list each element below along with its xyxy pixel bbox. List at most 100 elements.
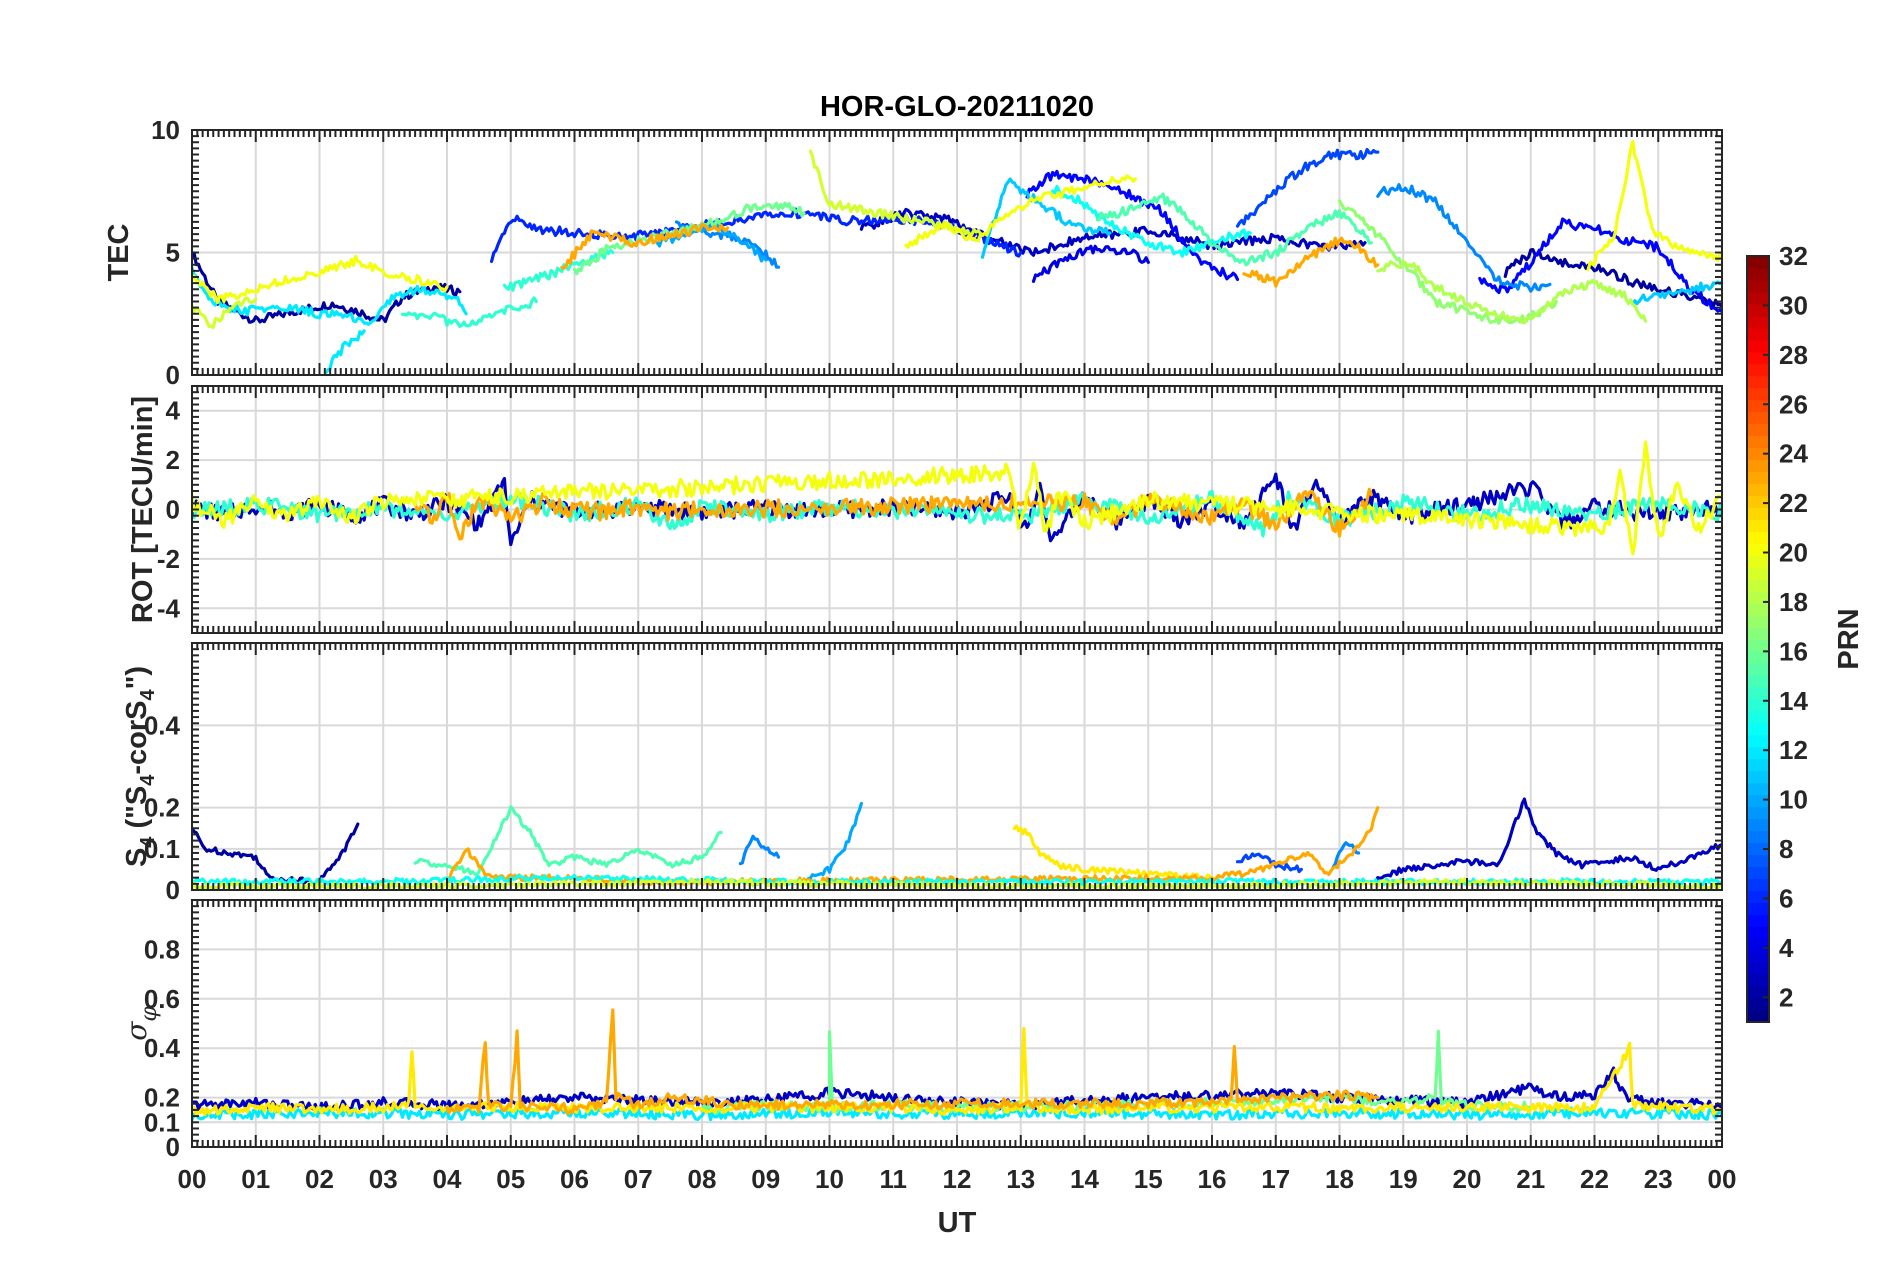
colorbar-swatch	[1747, 531, 1769, 544]
x-tick-label: 22	[1580, 1164, 1609, 1194]
x-tick-label: 21	[1516, 1164, 1545, 1194]
x-tick-label: 09	[751, 1164, 780, 1194]
colorbar-swatch	[1747, 256, 1769, 269]
colorbar-swatch	[1747, 615, 1769, 628]
x-tick-label: 14	[1070, 1164, 1099, 1194]
sigma-y-tick-label: 0.8	[144, 934, 180, 964]
s4-series-prn-3	[1369, 797, 1722, 885]
chart-title: HOR-GLO-20211020	[820, 91, 1094, 123]
s4-panel: 0 0.1 0.2 0.4S4 ("S4-corS4")	[121, 642, 1723, 905]
tec-series-prn-2	[1503, 248, 1722, 308]
tec-series-prn-15	[1095, 192, 1374, 267]
colorbar-swatch	[1747, 662, 1769, 676]
colorbar-swatch	[1747, 974, 1769, 987]
colorbar-swatch	[1747, 459, 1769, 473]
tec-series-prn-12	[324, 329, 366, 375]
colorbar-swatch	[1747, 866, 1769, 879]
tec-series-prn-5	[1025, 169, 1240, 281]
colorbar-swatch	[1747, 710, 1769, 724]
colorbar-swatch	[1747, 339, 1769, 353]
tec-y-tick-label: 5	[166, 238, 180, 268]
colorbar-swatch	[1747, 351, 1769, 365]
tec-series-prn-20	[192, 254, 449, 305]
x-tick-label: 03	[369, 1164, 398, 1194]
tec-series-prn-23	[560, 222, 730, 270]
colorbar-swatch	[1747, 495, 1769, 508]
colorbar-frame	[1746, 255, 1770, 1023]
sigma-y-axis-label: σφ	[120, 1006, 162, 1041]
tec-series-prn-5	[1478, 217, 1722, 313]
colorbar-swatch	[1747, 938, 1769, 951]
x-tick-label: 18	[1325, 1164, 1354, 1194]
tec-series-prn-11	[1631, 280, 1722, 306]
colorbar-swatch	[1747, 926, 1769, 939]
colorbar-label: PRN	[1833, 608, 1865, 669]
colorbar-swatch	[1747, 387, 1769, 401]
tec-series-prn-14	[502, 248, 615, 292]
colorbar-swatch	[1747, 555, 1769, 568]
tec-series-prn-18	[1376, 259, 1648, 325]
s4-y-tick-label: 0.4	[144, 710, 181, 740]
x-tick-label: 00	[1708, 1164, 1737, 1194]
colorbar-tick-label: 22	[1779, 488, 1808, 518]
sigma-y-tick-label: 0.4	[144, 1033, 181, 1063]
sigma-series-group	[192, 1008, 1722, 1122]
colorbar-tick-label: 24	[1779, 439, 1808, 469]
tec-series-prn-12	[192, 266, 468, 326]
rot-y-tick-label: 4	[166, 396, 181, 426]
colorbar-swatch	[1747, 854, 1769, 868]
sigma-panel: 00.10.2 0.4 0.6 0.8 σφ	[120, 899, 1723, 1162]
colorbar-tick-label: 10	[1779, 785, 1808, 815]
rot-series-prn-20	[192, 440, 1722, 556]
x-tick-label: 06	[560, 1164, 589, 1194]
tec-series-prn-23	[1242, 236, 1380, 288]
colorbar-swatch	[1747, 698, 1769, 712]
colorbar-swatch	[1747, 519, 1769, 532]
colorbar-swatch	[1747, 399, 1769, 413]
colorbar-swatch	[1747, 794, 1769, 808]
colorbar-swatch	[1747, 806, 1769, 820]
colorbar-tick-label: 4	[1779, 933, 1794, 963]
colorbar-swatch	[1747, 303, 1769, 317]
tec-series-prn-3	[859, 207, 1367, 257]
colorbar-swatch	[1747, 543, 1769, 556]
colorbar-swatch	[1747, 818, 1769, 832]
colorbar-swatch	[1747, 603, 1769, 616]
tec-y-axis-label: TEC	[103, 223, 135, 281]
x-tick-label: 11	[880, 1164, 908, 1194]
colorbar-swatch	[1747, 579, 1769, 592]
x-tick-label: 23	[1644, 1164, 1673, 1194]
tec-series-group	[192, 139, 1722, 375]
x-tick-label: 10	[815, 1164, 844, 1194]
s4-series-prn-15	[413, 805, 723, 877]
colorbar-swatch	[1747, 591, 1769, 604]
colorbar-swatch	[1747, 267, 1769, 281]
rot-y-tick-label: -4	[157, 593, 181, 623]
x-tick-label: 17	[1261, 1164, 1290, 1194]
colorbar-swatch	[1747, 734, 1769, 748]
tec-series-prn-17	[1337, 199, 1558, 325]
colorbar-swatch	[1747, 483, 1769, 496]
colorbar-swatch	[1747, 758, 1769, 772]
tec-series-prn-20	[1586, 139, 1722, 272]
s4-series-prn-10	[802, 801, 864, 885]
colorbar-swatch	[1747, 950, 1769, 963]
colorbar-swatch	[1747, 914, 1769, 927]
tec-y-tick-label: 0	[166, 360, 180, 390]
x-axis: 00 01 02 03 04 05 06 07 08 09 10 11 12 13 14 15 16 17 18 19…	[178, 1164, 1737, 1194]
colorbar-tick-label: 12	[1779, 735, 1808, 765]
tec-panel: 0 5 10 TEC	[103, 115, 1723, 390]
sigma-y-tick-label: 0.1	[144, 1107, 180, 1137]
tec-series-prn-19	[192, 296, 258, 329]
tec-series-prn-11	[980, 177, 1112, 259]
s4-series-prn-7	[1235, 852, 1303, 874]
x-tick-label: 12	[943, 1164, 972, 1194]
tec-series-prn-9	[1376, 183, 1552, 293]
colorbar-swatch	[1747, 770, 1769, 784]
colorbar-tick-label: 18	[1779, 587, 1808, 617]
colorbar-swatch	[1747, 435, 1769, 449]
sigma-y-tick-label: 0.6	[144, 984, 180, 1014]
